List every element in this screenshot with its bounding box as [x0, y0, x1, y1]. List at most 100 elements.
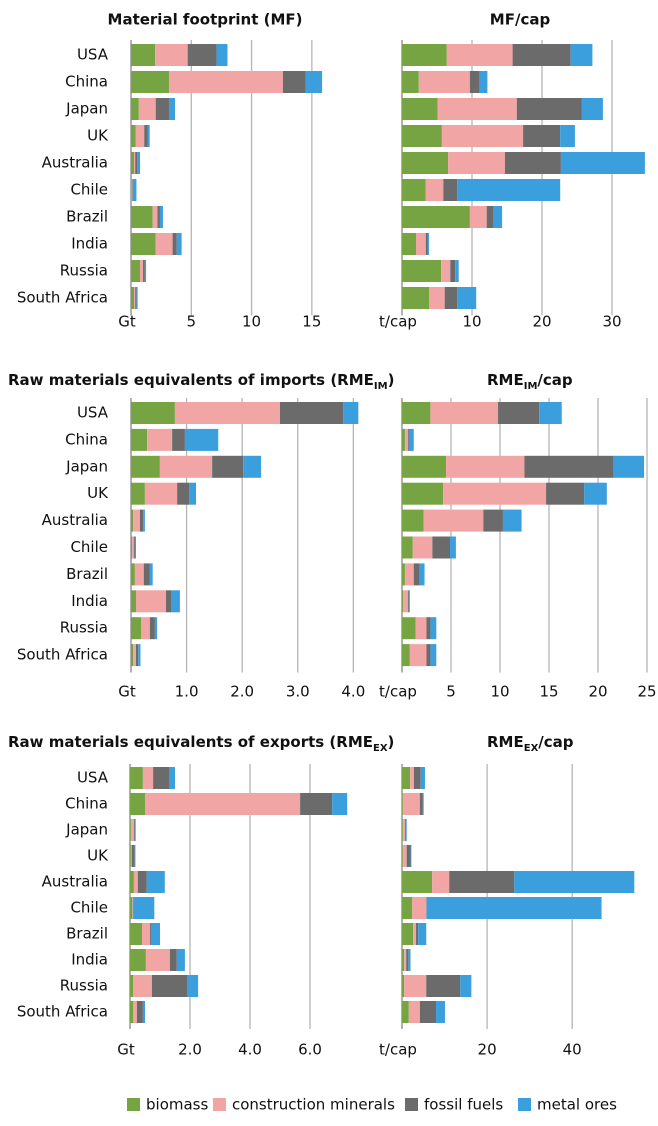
bar-segment	[142, 1001, 145, 1023]
bar-segment	[450, 536, 456, 559]
bar-segment	[409, 644, 427, 667]
bar-segment	[402, 949, 405, 971]
bar-segment	[130, 923, 142, 945]
chart-title: Material footprint (MF)	[108, 11, 303, 29]
bar-segment	[159, 455, 213, 478]
bar-segment	[430, 402, 499, 424]
bar-segment	[140, 260, 144, 282]
bar-segment	[405, 819, 407, 841]
bar-segment	[147, 125, 150, 147]
bar-segment	[426, 897, 602, 919]
bar-segment	[539, 402, 562, 424]
bar-segment	[422, 793, 424, 815]
category-label: India	[71, 235, 108, 253]
category-label: USA	[77, 404, 109, 422]
bar-segment	[166, 590, 172, 613]
category-label: Russia	[60, 619, 108, 637]
category-label: Chile	[70, 538, 108, 556]
title-part: )	[388, 733, 395, 751]
bar-segment	[408, 428, 414, 451]
bar-segment	[152, 206, 158, 228]
category-label: Russia	[60, 262, 108, 280]
bar-segment	[498, 402, 540, 424]
bar-segment	[425, 179, 444, 201]
bar-segment	[169, 767, 175, 789]
bar-segment	[243, 455, 262, 478]
bar-segment	[432, 871, 450, 893]
bar-segment	[402, 845, 407, 867]
bar-segment	[133, 644, 137, 667]
bar-segment	[402, 845, 403, 867]
title-part: Raw materials equivalents of imports (RM…	[8, 371, 374, 389]
bar-segment	[169, 949, 177, 971]
bar-segment	[410, 767, 414, 789]
bar-segment	[413, 923, 417, 945]
bar-segment	[176, 949, 185, 971]
legend-swatch	[518, 1098, 531, 1111]
bar-segment	[131, 152, 135, 174]
bar-segment	[441, 260, 451, 282]
x-tick-label: 4.0	[238, 1041, 262, 1059]
bar-segment	[279, 402, 344, 424]
category-label: South Africa	[17, 1003, 108, 1021]
bar-segment	[172, 428, 185, 451]
bar-segment	[135, 125, 145, 147]
bar-segment	[416, 233, 426, 255]
category-label: Chile	[70, 181, 108, 199]
bar-segment	[134, 845, 136, 867]
bar-segment	[132, 897, 134, 919]
category-label: USA	[77, 769, 109, 787]
x-tick-label: t/cap	[379, 683, 417, 701]
bar-segment	[131, 428, 148, 451]
bar-segment	[524, 455, 614, 478]
legend-swatch	[213, 1098, 226, 1111]
x-tick-label: t/cap	[379, 313, 417, 331]
category-label: China	[65, 795, 108, 813]
bar-segment	[402, 819, 403, 841]
category-label: Brazil	[66, 565, 108, 583]
bar-segment	[153, 767, 169, 789]
bar-segment	[132, 536, 134, 559]
title-subscript: EX	[524, 743, 539, 754]
bar-segment	[427, 233, 429, 255]
bar-segment	[176, 233, 182, 255]
bar-segment	[131, 125, 136, 147]
x-tick-label: 5	[187, 313, 197, 331]
bar-segment	[133, 975, 152, 997]
bar-segment	[402, 617, 416, 640]
bar-segment	[343, 402, 359, 424]
bar-segment	[402, 793, 403, 815]
bar-segment	[130, 819, 134, 841]
bar-segment	[133, 871, 138, 893]
bar-segment	[212, 455, 244, 478]
bar-segment	[402, 563, 405, 586]
bar-segment	[130, 1001, 133, 1023]
bar-segment	[134, 536, 137, 559]
bar-segment	[516, 98, 582, 120]
bar-segment	[426, 975, 461, 997]
bar-segment	[131, 644, 134, 667]
bar-segment	[131, 590, 137, 613]
x-tick-label: 2.0	[230, 683, 254, 701]
bar-segment	[144, 125, 148, 147]
bar-segment	[402, 98, 438, 120]
bar-segment	[560, 125, 575, 147]
chart-title: MF/cap	[490, 11, 551, 29]
bar-segment	[154, 617, 158, 640]
bar-segment	[402, 482, 444, 505]
category-label: China	[65, 430, 108, 448]
x-tick-label: 6.0	[298, 1041, 322, 1059]
bar-segment	[486, 206, 494, 228]
bar-segment	[419, 793, 423, 815]
bar-segment	[151, 923, 160, 945]
bar-segment	[429, 287, 445, 309]
bar-segment	[457, 287, 477, 309]
x-tick-label: 20	[588, 683, 607, 701]
bar-segment	[187, 44, 217, 66]
bar-segment	[131, 455, 160, 478]
bar-segment	[135, 287, 137, 309]
bar-segment	[502, 509, 522, 532]
bar-segment	[143, 260, 145, 282]
bar-segment	[305, 71, 323, 93]
bar-segment	[136, 590, 167, 613]
